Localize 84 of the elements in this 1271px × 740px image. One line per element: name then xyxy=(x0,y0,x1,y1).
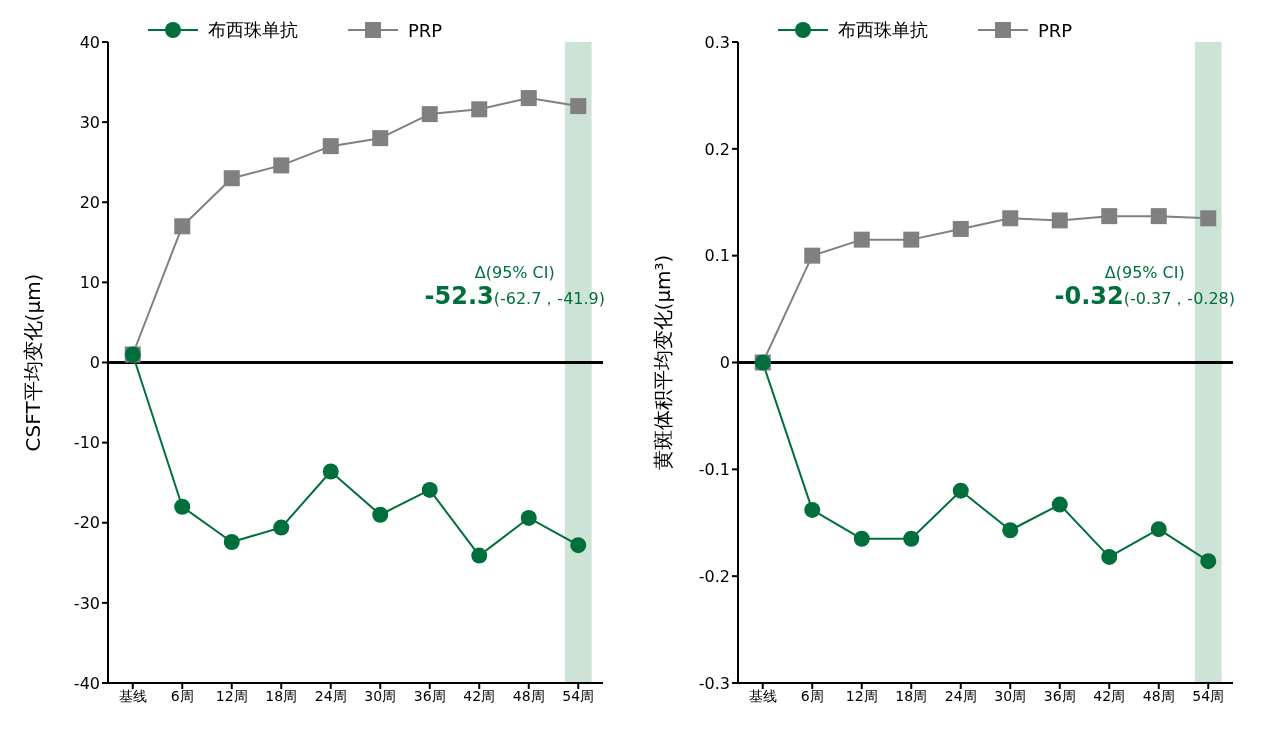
x-tick-label: 12周 xyxy=(215,687,248,704)
y-tick-label: 0 xyxy=(719,353,730,373)
point xyxy=(952,220,969,237)
x-tick-label: 36周 xyxy=(1043,687,1076,704)
y-tick-label: 40 xyxy=(79,32,100,52)
y-tick-label: 10 xyxy=(79,273,100,293)
legend-label: 布西珠单抗 xyxy=(838,18,928,42)
x-tick-label: 48周 xyxy=(1142,687,1175,704)
point xyxy=(1051,212,1068,229)
y-tick-label: 30 xyxy=(79,112,100,132)
annotation: Δ(95% CI) xyxy=(473,263,556,282)
point xyxy=(903,530,920,547)
point xyxy=(322,138,339,155)
point xyxy=(1200,210,1217,227)
y-axis-title: 黄斑体积平均变化(μm³) xyxy=(651,254,676,471)
y-tick-label: -0.2 xyxy=(698,566,730,586)
x-tick-label: 基线 xyxy=(748,687,777,704)
point xyxy=(372,130,389,147)
y-tick-label: 0 xyxy=(89,353,100,373)
x-tick-label: 24周 xyxy=(944,687,977,704)
x-tick-label: 24周 xyxy=(314,687,347,704)
point xyxy=(1200,553,1217,570)
x-tick-label: 30周 xyxy=(994,687,1027,704)
point xyxy=(223,170,240,187)
point xyxy=(322,463,339,480)
annotation: -52.3 xyxy=(424,282,494,310)
point xyxy=(1101,208,1118,225)
point xyxy=(804,247,821,264)
point xyxy=(1002,522,1019,539)
point xyxy=(174,498,191,515)
point xyxy=(952,482,969,499)
point xyxy=(1150,521,1167,538)
point xyxy=(421,481,438,498)
x-tick-label: 18周 xyxy=(265,687,298,704)
y-tick-label: -0.3 xyxy=(698,673,730,693)
y-tick-label: 20 xyxy=(79,192,100,212)
point xyxy=(853,231,870,248)
y-tick-label: 0.1 xyxy=(704,246,730,266)
y-tick-label: 0.3 xyxy=(704,32,730,52)
point xyxy=(421,106,438,123)
x-tick-label: 6周 xyxy=(800,687,824,704)
point xyxy=(372,506,389,523)
point xyxy=(1051,496,1068,513)
annotation: Δ(95% CI) xyxy=(1103,263,1186,282)
point xyxy=(273,157,290,174)
point xyxy=(1101,548,1118,565)
point xyxy=(570,98,587,115)
x-tick-label: 12周 xyxy=(845,687,878,704)
y-tick-label: -10 xyxy=(73,433,100,453)
legend-label: PRP xyxy=(408,19,443,41)
y-axis-title: CSFT平均变化(μm) xyxy=(21,273,46,452)
x-tick-label: 54周 xyxy=(1192,687,1225,704)
x-tick-label: 48周 xyxy=(512,687,545,704)
point xyxy=(223,533,240,550)
x-tick-label: 54周 xyxy=(562,687,595,704)
legend-label: 布西珠单抗 xyxy=(208,18,298,42)
y-tick-label: -20 xyxy=(73,513,100,533)
x-tick-label: 42周 xyxy=(1093,687,1126,704)
annotation: -0.32 xyxy=(1054,282,1124,310)
y-tick-label: 0.2 xyxy=(704,139,730,159)
point xyxy=(804,501,821,518)
point xyxy=(1002,210,1019,227)
point xyxy=(853,530,870,547)
x-tick-label: 36周 xyxy=(413,687,446,704)
y-tick-label: -40 xyxy=(73,673,100,693)
annotation: (-62.7，-41.9) xyxy=(493,289,605,308)
point xyxy=(273,519,290,536)
point xyxy=(471,547,488,564)
x-tick-label: 30周 xyxy=(364,687,397,704)
x-tick-label: 18周 xyxy=(895,687,928,704)
point xyxy=(471,101,488,118)
point xyxy=(520,90,537,107)
x-tick-label: 42周 xyxy=(463,687,496,704)
legend-label: PRP xyxy=(1038,19,1073,41)
x-tick-label: 6周 xyxy=(170,687,194,704)
point xyxy=(903,231,920,248)
x-tick-label: 基线 xyxy=(118,687,147,704)
y-tick-label: -30 xyxy=(73,593,100,613)
point xyxy=(1150,208,1167,225)
annotation: (-0.37，-0.28) xyxy=(1123,289,1235,308)
point xyxy=(520,509,537,526)
y-tick-label: -0.1 xyxy=(698,460,730,480)
point xyxy=(570,537,587,554)
point xyxy=(174,218,191,235)
